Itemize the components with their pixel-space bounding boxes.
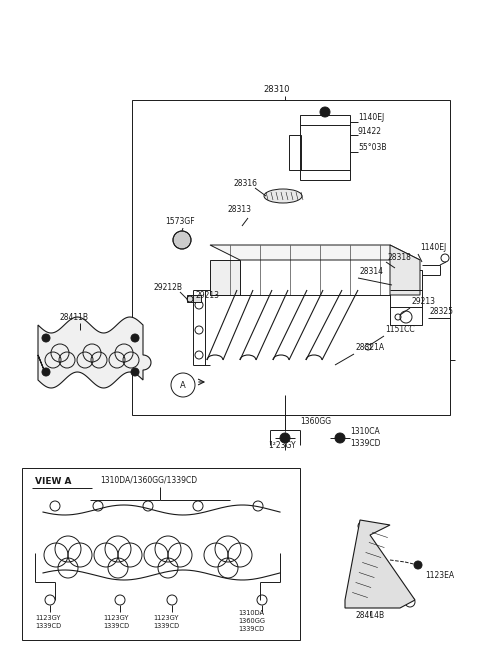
Circle shape bbox=[173, 231, 191, 249]
Text: 1123EA: 1123EA bbox=[425, 570, 454, 579]
Text: 91422: 91422 bbox=[358, 127, 382, 137]
Text: 1²23GY: 1²23GY bbox=[268, 440, 296, 449]
Text: 1140EJ: 1140EJ bbox=[420, 244, 446, 252]
Bar bbox=[289, 135, 301, 170]
Text: 1339CD: 1339CD bbox=[103, 623, 129, 629]
Text: 1310DA: 1310DA bbox=[238, 610, 264, 616]
Polygon shape bbox=[390, 245, 420, 295]
Text: VIEW A: VIEW A bbox=[35, 478, 72, 486]
Text: 28414B: 28414B bbox=[355, 610, 384, 620]
Bar bbox=[390, 270, 422, 325]
Polygon shape bbox=[210, 245, 420, 260]
Circle shape bbox=[42, 368, 50, 376]
Text: 28325: 28325 bbox=[430, 307, 454, 317]
Text: 1360GG: 1360GG bbox=[238, 618, 265, 624]
Bar bbox=[22, 468, 300, 640]
Bar bbox=[132, 100, 450, 415]
Text: 28411B: 28411B bbox=[60, 313, 89, 323]
Text: 1573GF: 1573GF bbox=[165, 217, 194, 227]
Ellipse shape bbox=[264, 189, 302, 203]
Text: 1339CD: 1339CD bbox=[35, 623, 61, 629]
Text: 28318: 28318 bbox=[388, 252, 412, 261]
Text: 1339CD: 1339CD bbox=[350, 440, 381, 449]
Circle shape bbox=[414, 561, 422, 569]
Text: 1123GY: 1123GY bbox=[35, 615, 60, 621]
Circle shape bbox=[280, 433, 290, 443]
Text: 1339CD: 1339CD bbox=[238, 626, 264, 632]
Text: 29213: 29213 bbox=[195, 292, 219, 300]
Text: A: A bbox=[180, 380, 186, 390]
Text: 1140EJ: 1140EJ bbox=[358, 114, 384, 122]
Text: 29212B: 29212B bbox=[153, 283, 182, 292]
Text: 28313: 28313 bbox=[228, 206, 252, 214]
Text: 28321A: 28321A bbox=[355, 344, 384, 353]
Polygon shape bbox=[210, 260, 240, 295]
Text: 55°03B: 55°03B bbox=[358, 143, 386, 152]
Text: 29213: 29213 bbox=[412, 298, 436, 307]
Text: 28316: 28316 bbox=[233, 179, 257, 187]
Circle shape bbox=[335, 433, 345, 443]
Polygon shape bbox=[345, 520, 415, 608]
Text: 1310CA: 1310CA bbox=[350, 428, 380, 436]
Polygon shape bbox=[38, 317, 151, 388]
Text: 1123GY: 1123GY bbox=[103, 615, 129, 621]
Circle shape bbox=[42, 334, 50, 342]
Text: 1339CD: 1339CD bbox=[153, 623, 179, 629]
Text: 1310DA/1360GG/1339CD: 1310DA/1360GG/1339CD bbox=[100, 476, 197, 484]
Circle shape bbox=[320, 107, 330, 117]
Text: 28310: 28310 bbox=[263, 85, 289, 95]
Bar bbox=[187, 295, 201, 302]
Text: 1123GY: 1123GY bbox=[153, 615, 179, 621]
Bar bbox=[300, 115, 350, 180]
Circle shape bbox=[131, 334, 139, 342]
Text: 28314: 28314 bbox=[360, 267, 384, 277]
Text: 1360GG: 1360GG bbox=[300, 417, 331, 426]
Circle shape bbox=[131, 368, 139, 376]
Text: 1151CC: 1151CC bbox=[385, 325, 415, 334]
